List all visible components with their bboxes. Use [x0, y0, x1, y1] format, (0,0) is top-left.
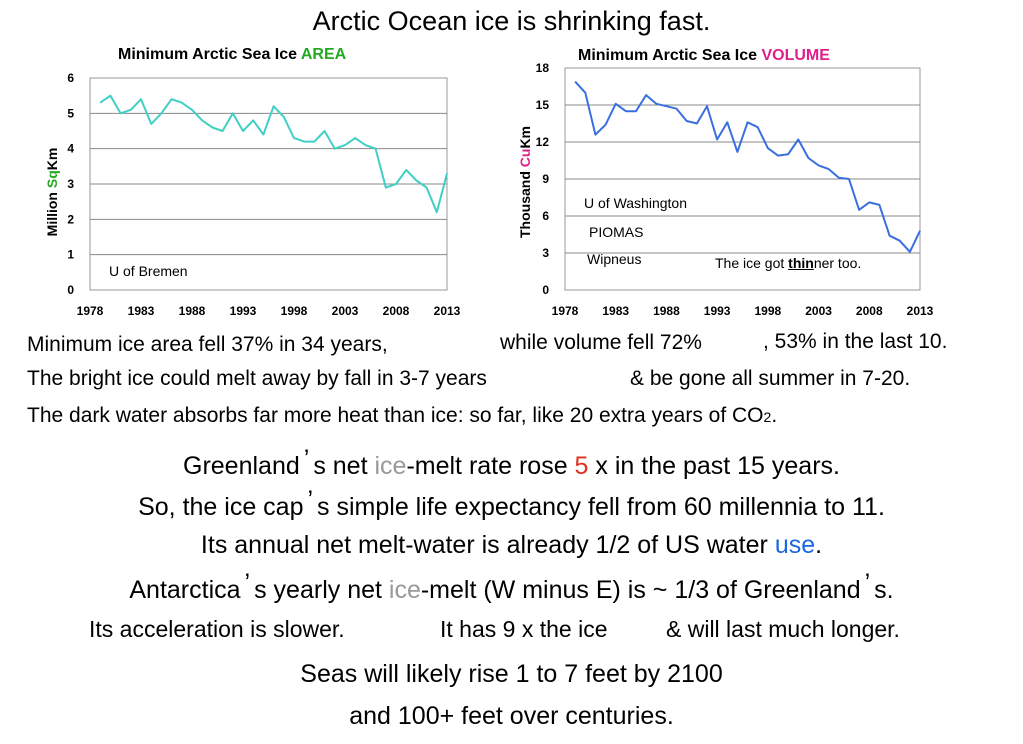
antarctica-ice-word: ice	[388, 576, 421, 604]
area-ytick-label: 0	[67, 283, 74, 297]
antarctica-melt: Antarctica’ s yearly net ice-melt (W minu…	[0, 569, 1023, 605]
volume-xtick-label: 2008	[856, 304, 883, 318]
dark-water-text: The dark water absorbs far more heat tha…	[27, 404, 764, 427]
area-ytick-label: 1	[67, 248, 74, 262]
volume-ytick-label: 12	[536, 135, 550, 149]
volume-ytick-label: 3	[542, 246, 549, 260]
volume-chart-title-highlight: VOLUME	[761, 47, 830, 64]
area-xtick-label: 2008	[383, 304, 410, 318]
volume-xtick-label: 1993	[704, 304, 731, 318]
greenland-word: Greenland	[183, 452, 300, 480]
melt-water-text: Its annual net melt-water is already 1/2…	[200, 531, 775, 559]
seas-rise-2100: Seas will likely rise 1 to 7 feet by 210…	[300, 660, 723, 688]
volume-xtick-label: 1988	[653, 304, 680, 318]
area-series-line	[99, 94, 448, 214]
area-ytick-label: 4	[67, 142, 74, 156]
ice-cap-rest: s simple life expectancy fell from 60 mi…	[317, 493, 885, 521]
volume-source-label: U of Washington	[584, 195, 687, 211]
volume-chart-title: Minimum Arctic Sea Ice VOLUME	[578, 47, 830, 65]
summary-dark-water: The dark water absorbs far more heat tha…	[27, 404, 777, 428]
volume-xtick-label: 1978	[552, 304, 579, 318]
greenland-apostrophe: ’	[303, 445, 310, 473]
summary-area-fell: Minimum ice area fell 37% in 34 years,	[27, 333, 388, 356]
antarctica-melt-rest: -melt (W minus E) is ~ 1/3 of Greenland	[420, 576, 861, 604]
greenland-five: 5	[574, 452, 589, 480]
volume-chart-title-prefix: Minimum Arctic Sea Ice	[578, 47, 762, 64]
volume-model-label: PIOMAS	[589, 224, 644, 240]
area-xtick-label: 2013	[434, 304, 461, 318]
volume-ytick-label: 15	[536, 98, 550, 112]
area-chart-title-highlight: AREA	[300, 46, 347, 63]
greenland-life-expectancy: So, the ice cap’ s simple life expectancy…	[0, 486, 1023, 522]
antarctica-apostrophe: ’	[244, 569, 251, 597]
greenland-past-years: x in the past 15 years.	[588, 452, 840, 480]
antarctica-acceleration: Its acceleration is slower.	[89, 616, 345, 642]
antarctica-word: Antarctica	[129, 576, 241, 604]
area-chart-title-prefix: Minimum Arctic Sea Ice	[118, 46, 301, 63]
greenland-melt-water: Its annual net melt-water is already 1/2…	[0, 531, 1023, 560]
greenland-net: s net	[313, 452, 375, 480]
ice-cap-word: So, the ice cap	[138, 493, 304, 521]
area-xtick-label: 1998	[281, 304, 308, 318]
volume-xtick-label: 1983	[602, 304, 629, 318]
area-xtick-label: 2003	[332, 304, 359, 318]
area-xtick-label: 1978	[77, 304, 104, 318]
greenland-melt-rose: -melt rate rose	[406, 452, 575, 480]
seas-rise-centuries: and 100+ feet over centuries.	[349, 702, 674, 730]
volume-xtick-label: 2003	[805, 304, 832, 318]
antarctica-end: s.	[874, 576, 894, 604]
volume-author-label: Wipneus	[587, 251, 642, 267]
antarctica-last-longer: & will last much longer.	[666, 616, 900, 642]
area-ytick-label: 5	[67, 106, 74, 120]
volume-ytick-label: 0	[542, 283, 549, 297]
volume-series-line	[574, 80, 921, 253]
volume-ytick-label: 6	[542, 209, 549, 223]
volume-xtick-label: 2013	[907, 304, 934, 318]
greenland-apostrophe-2: ’	[864, 569, 871, 597]
melt-water-period: .	[815, 531, 823, 559]
volume-ytick-label: 18	[536, 61, 550, 75]
area-ytick-label: 6	[67, 71, 74, 85]
area-xtick-label: 1983	[128, 304, 155, 318]
antarctica-nine-x: It has 9 x the ice	[440, 616, 608, 642]
ice-cap-apostrophe: ’	[307, 486, 314, 514]
volume-xtick-label: 1998	[755, 304, 782, 318]
area-source-label: U of Bremen	[109, 263, 188, 279]
volume-ytick-label: 9	[542, 172, 549, 186]
summary-melt-by-fall: The bright ice could melt away by fall i…	[27, 367, 487, 390]
summary-gone-summer: & be gone all summer in 7-20.	[630, 367, 911, 390]
volume-thickness-note: The ice got thinner too.	[715, 255, 861, 271]
area-ytick-label: 3	[67, 177, 74, 191]
use-word: use	[774, 531, 816, 559]
area-xtick-label: 1988	[179, 304, 206, 318]
summary-last-ten: , 53% in the last 10.	[763, 330, 948, 353]
greenland-melt-rate: Greenland’ s net ice-melt rate rose 5 x i…	[0, 445, 1023, 481]
area-ytick-label: 2	[67, 212, 74, 226]
thickness-note-post: ner too.	[813, 255, 862, 271]
greenland-ice-word: ice	[374, 452, 407, 480]
thickness-note-emph: thin	[788, 255, 814, 271]
area-xtick-label: 1993	[230, 304, 257, 318]
summary-volume-fell: while volume fell 72%	[500, 331, 702, 354]
dark-water-period: .	[771, 404, 778, 427]
antarctica-net: s yearly net	[254, 576, 389, 604]
area-chart-title: Minimum Arctic Sea Ice AREA	[118, 46, 346, 64]
thickness-note-pre: The ice got	[715, 255, 789, 271]
page-title: Arctic Ocean ice is shrinking fast.	[312, 6, 711, 36]
co2-subscript: 2	[763, 409, 772, 425]
